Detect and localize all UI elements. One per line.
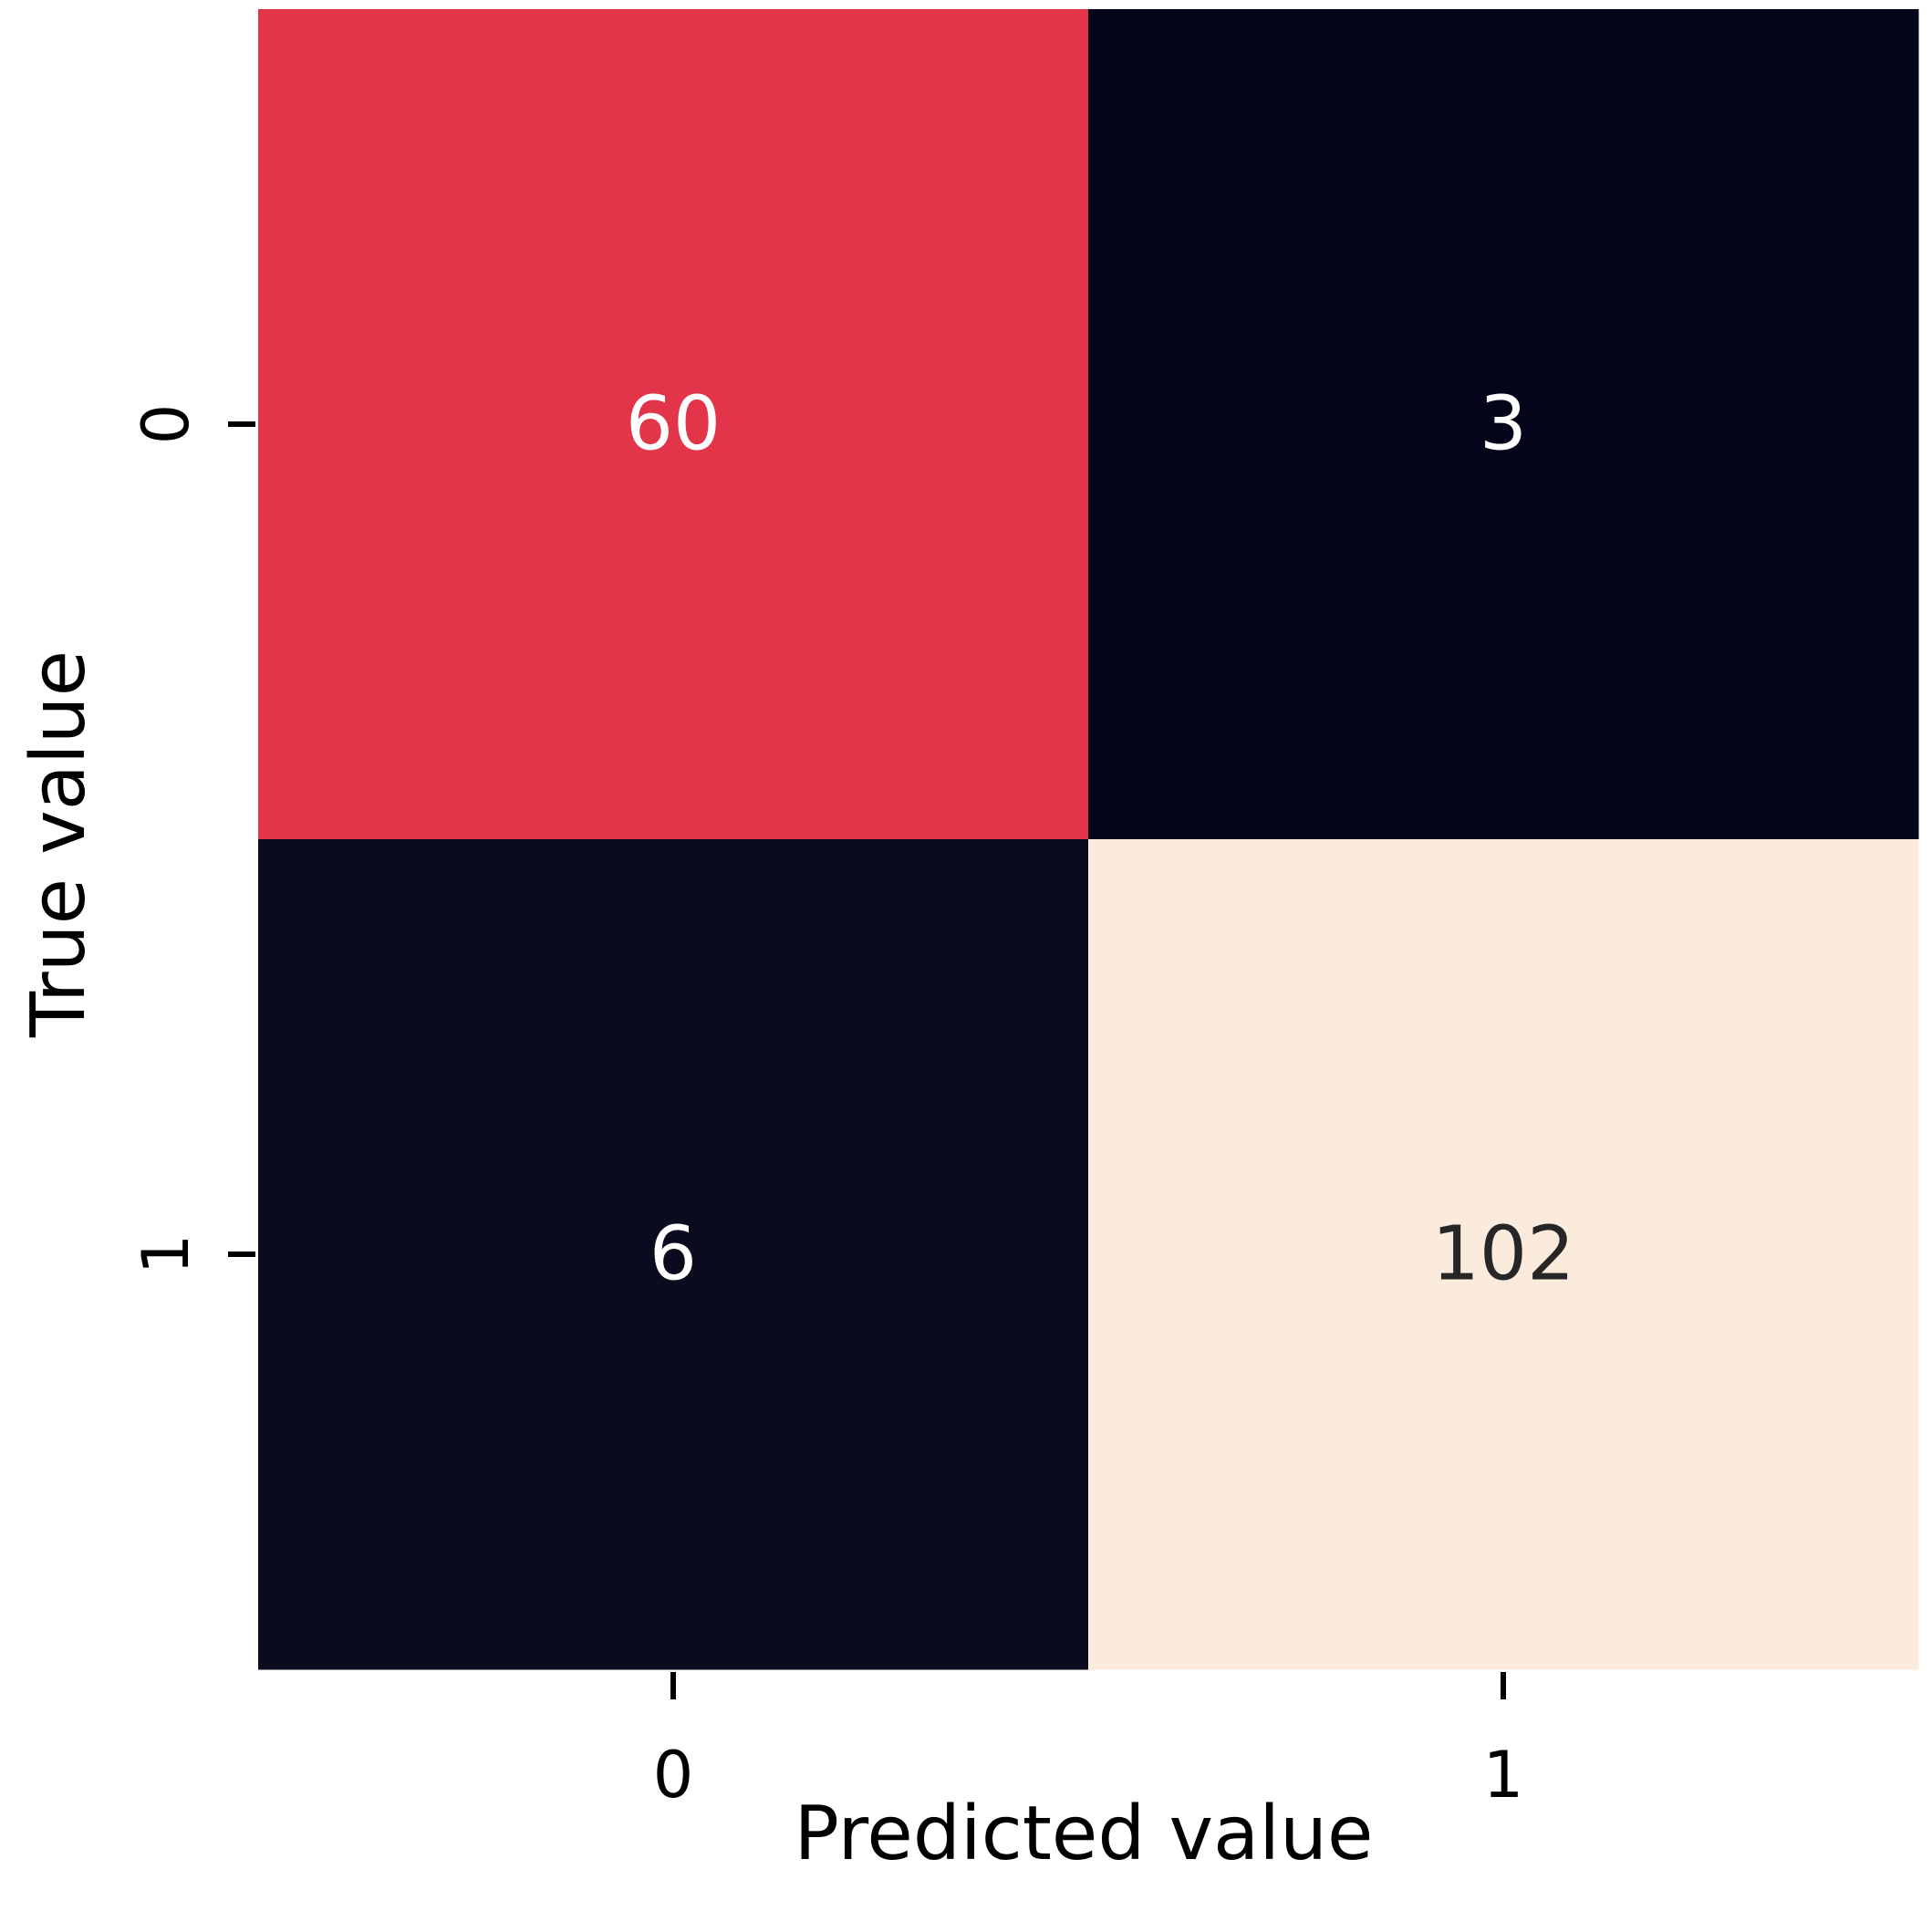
y-tick-label-1: 1 xyxy=(129,1234,203,1275)
cell-value-r0-c1: 3 xyxy=(1480,381,1527,468)
x-axis-title: Predicted value xyxy=(795,1791,1374,1877)
cell-value-r1-c0: 6 xyxy=(649,1211,697,1298)
x-tick-label-1: 1 xyxy=(1483,1738,1524,1812)
x-tick-label-0: 0 xyxy=(653,1738,694,1812)
heatmap-cell-r0-c0 xyxy=(258,9,1089,840)
y-axis-title: True value xyxy=(16,650,102,1038)
cell-value-r0-c0: 60 xyxy=(626,381,721,468)
y-tick-label-0: 0 xyxy=(129,404,203,445)
cell-value-r1-c1: 102 xyxy=(1432,1211,1575,1298)
heatmap-cell-r0-c1 xyxy=(1088,9,1919,840)
heatmap-cell-r1-c1 xyxy=(1088,839,1919,1670)
cell-annotations: 60 3 6 102 xyxy=(626,381,1574,1298)
heatmap-cells xyxy=(258,9,1919,1670)
heatmap-cell-r1-c0 xyxy=(258,839,1089,1670)
y-axis-ticks: 01 xyxy=(129,404,255,1275)
